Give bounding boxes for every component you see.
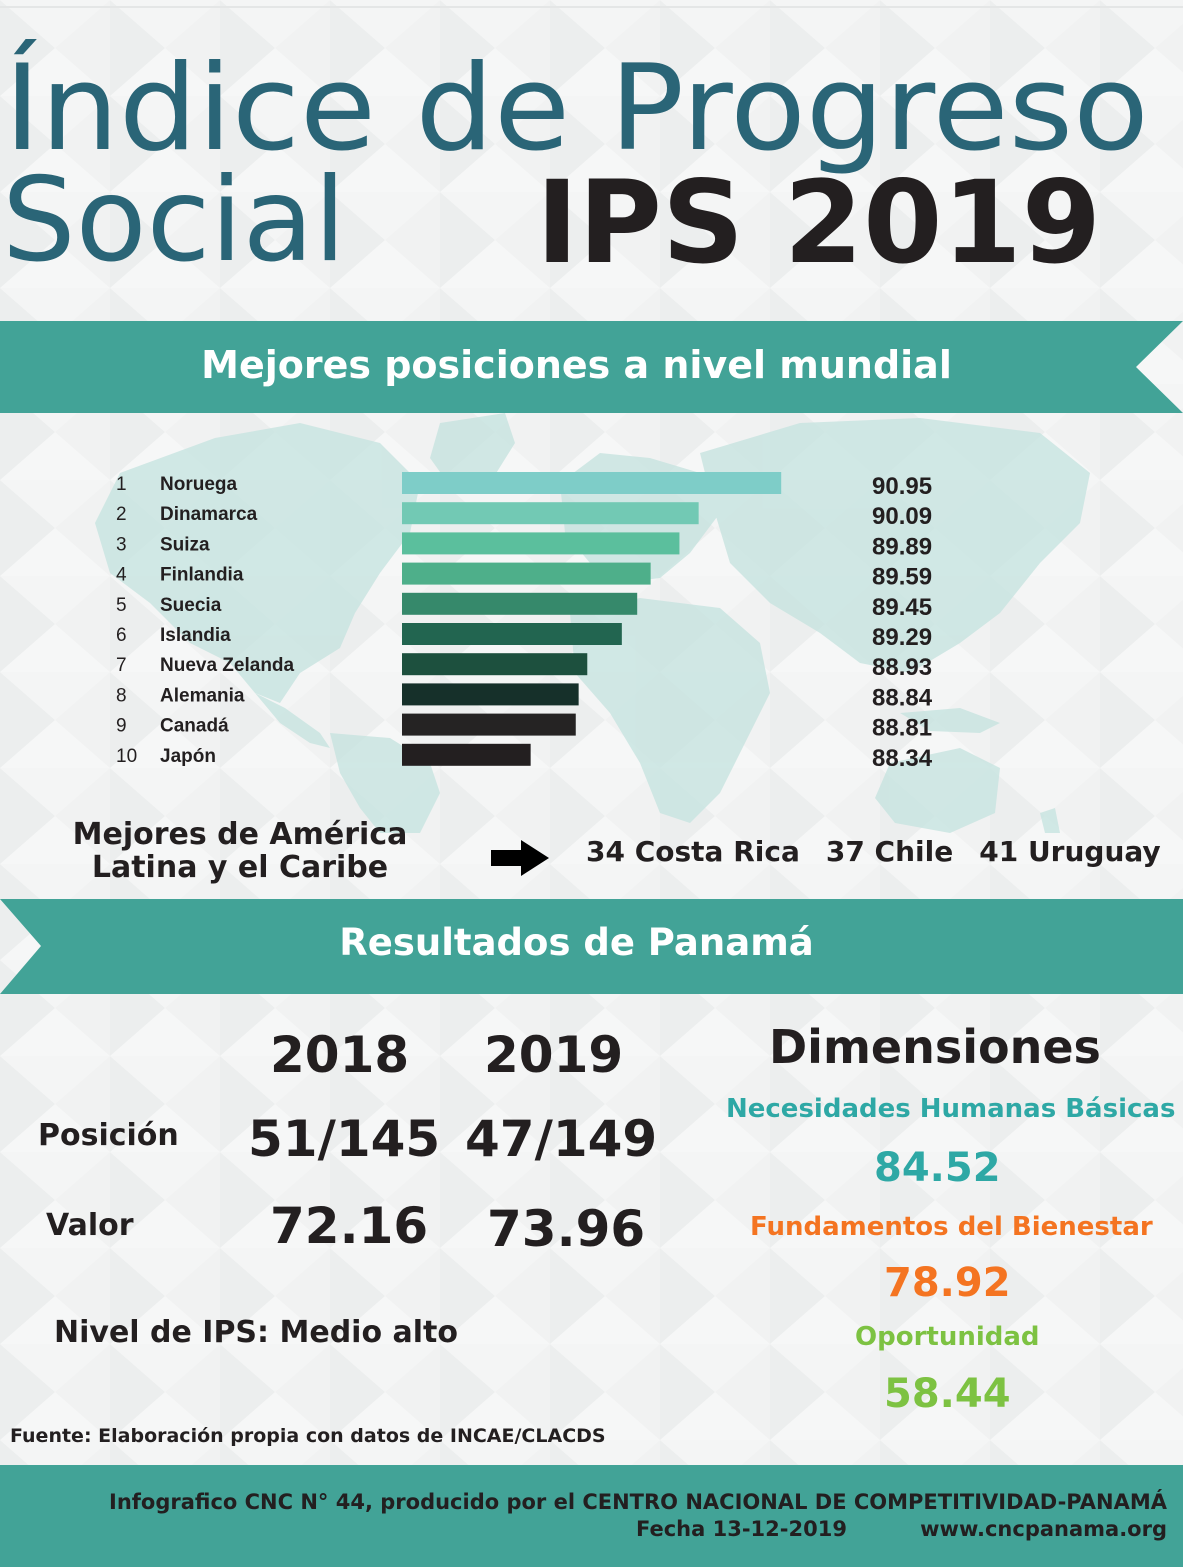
country-label: Japón	[160, 746, 216, 767]
country-label: Islandia	[160, 625, 231, 646]
value-label: 88.34	[872, 745, 933, 772]
rank-number: 1	[116, 474, 127, 495]
footer-website-link[interactable]: www.cncpanama.org	[920, 1517, 1167, 1541]
source-note: Fuente: Elaboración propia con datos de …	[10, 1425, 606, 1447]
dimension-3-value: 58.44	[884, 1371, 1011, 1417]
value-label: 89.45	[872, 594, 932, 621]
rank-number: 5	[116, 595, 127, 616]
rank-number: 2	[116, 504, 127, 525]
title-social: Social	[2, 153, 346, 288]
dimension-3-name: Oportunidad	[855, 1322, 1040, 1352]
rank-number: 3	[116, 534, 127, 555]
rank-number: 6	[116, 625, 127, 646]
bar-dinamarca	[402, 502, 699, 525]
valor-2018: 72.16	[270, 1197, 429, 1255]
arrow-right-icon	[491, 840, 549, 876]
country-label: Noruega	[160, 474, 238, 495]
bar-noruega	[402, 472, 782, 494]
posicion-label: Posición	[38, 1118, 179, 1153]
dimensiones-title: Dimensiones	[769, 1020, 1101, 1074]
bar-suecia	[402, 592, 638, 615]
rank-number: 4	[116, 565, 127, 586]
rank-number: 9	[116, 716, 127, 737]
dimension-2-name: Fundamentos del Bienestar	[750, 1212, 1153, 1242]
latam-label: Mejores de América Latina y el Caribe	[72, 817, 408, 885]
footer: Infografico CNC N° 44, producido por el …	[0, 1465, 1183, 1567]
nivel-label: Nivel de IPS:	[54, 1315, 270, 1350]
posicion-2018: 51/145	[248, 1110, 441, 1168]
valor-2019: 73.96	[487, 1200, 646, 1258]
title-line1: Índice de Progreso	[4, 40, 1149, 178]
country-label: Finlandia	[160, 565, 244, 586]
country-label: Suiza	[160, 534, 210, 555]
banner-resultados-panama: Resultados de Panamá	[0, 899, 1183, 994]
value-label: 90.09	[872, 503, 932, 530]
footer-date: Fecha 13-12-2019	[636, 1517, 847, 1541]
banner-mejores-posiciones: Mejores posiciones a nivel mundial	[0, 321, 1183, 413]
dimension-2-value: 78.92	[884, 1260, 1011, 1306]
posicion-2019: 47/149	[465, 1110, 658, 1168]
nivel-ips: Nivel de IPS: Medio alto	[54, 1315, 458, 1350]
banner-mejores-posiciones-title: Mejores posiciones a nivel mundial	[201, 343, 952, 387]
country-label: Dinamarca	[160, 504, 258, 525]
year-2018: 2018	[270, 1026, 410, 1084]
rank-number: 8	[116, 685, 127, 706]
country-label: Canadá	[160, 716, 229, 737]
value-label: 89.29	[872, 624, 932, 651]
rank-number: 7	[116, 655, 127, 676]
footer-credit: Infografico CNC N° 44, producido por el …	[109, 1490, 1167, 1514]
banner-resultados-panama-title: Resultados de Panamá	[339, 921, 814, 964]
bar-alemania	[402, 683, 579, 706]
value-label: 88.84	[872, 684, 933, 711]
bar-suiza	[402, 532, 680, 555]
valor-label: Valor	[46, 1208, 134, 1243]
latam-ranking-list: 34 Costa Rica 37 Chile 41 Uruguay	[586, 835, 1161, 868]
latam-item-costa-rica: 34 Costa Rica	[586, 835, 800, 868]
value-label: 88.81	[872, 715, 932, 742]
value-label: 89.89	[872, 533, 932, 560]
value-label: 88.93	[872, 654, 932, 681]
latam-item-uruguay: 41 Uruguay	[979, 835, 1161, 868]
dimension-1-name: Necesidades Humanas Básicas	[726, 1094, 1176, 1124]
title-ips-2019: IPS 2019	[536, 156, 1102, 289]
bar-canad-	[402, 713, 576, 736]
value-label: 89.59	[872, 564, 932, 591]
top-divider	[0, 6, 1183, 8]
rank-number: 10	[116, 746, 137, 767]
country-label: Nueva Zelanda	[160, 655, 295, 676]
nivel-value: Medio alto	[279, 1315, 459, 1350]
latam-item-chile: 37 Chile	[825, 835, 954, 868]
dimension-1-value: 84.52	[874, 1145, 1001, 1191]
country-label: Alemania	[160, 685, 245, 706]
bar-nueva-zelanda	[402, 653, 588, 676]
bar-islandia	[402, 623, 622, 645]
bar-finlandia	[402, 562, 651, 585]
bar-jap-n	[402, 743, 531, 766]
value-label: 90.95	[872, 473, 932, 500]
country-label: Suecia	[160, 595, 222, 616]
year-2019: 2019	[484, 1026, 624, 1084]
